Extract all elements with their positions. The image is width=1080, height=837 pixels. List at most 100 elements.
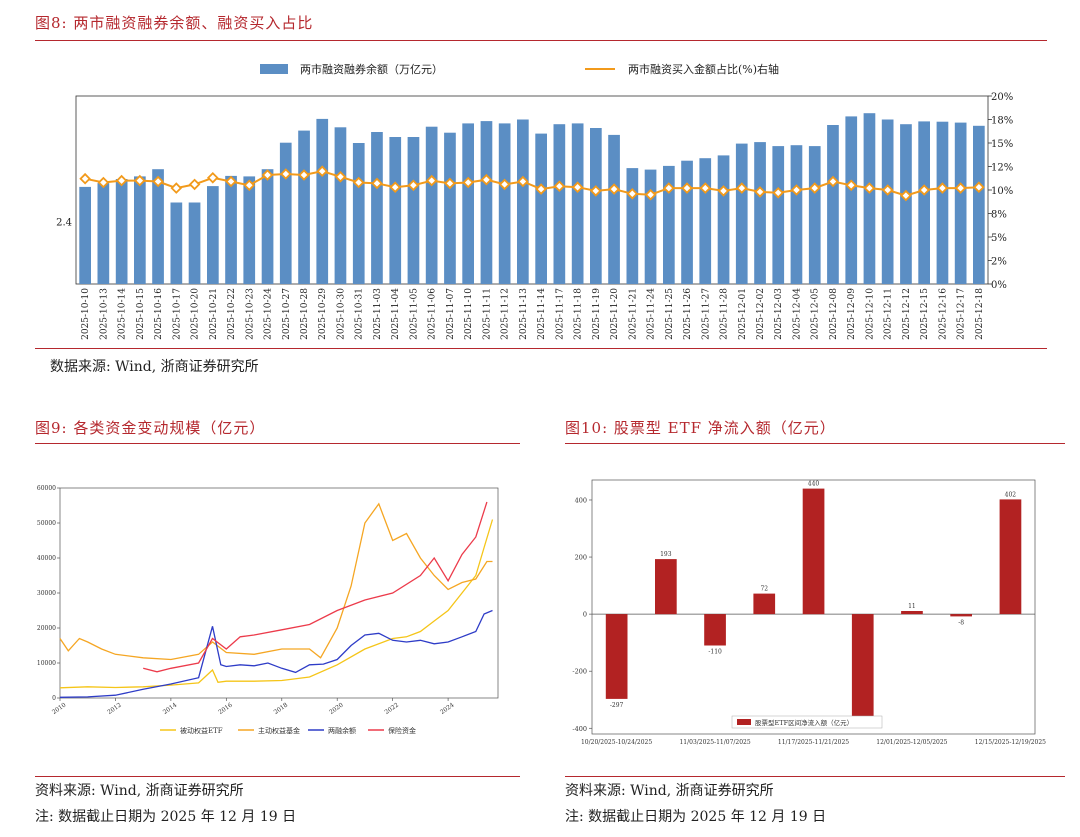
fig8-ratio-marker [462,176,474,189]
fig10-x-tick-label: 10/20/2025-10/24/2025 [581,739,652,746]
fig8-right-tick-label: 0% [991,280,1007,291]
fig8-right-tick-label: 8% [991,210,1007,221]
fig8-bar [371,132,383,284]
fig8-ratio-marker [115,174,128,187]
fig8-ratio-marker [699,182,712,194]
fig8-bar [425,126,438,284]
fig8-ratio-marker [663,182,675,194]
fig8-bar [115,179,128,284]
fig8-bar [735,143,748,284]
fig8-x-tick-label: 2025-10-31 [355,288,365,340]
fig9-series-line [143,501,488,673]
fig8-ratio-marker [480,173,493,186]
fig9-chart: 0 10000 20000 30000 40000 50000 60000 2010 2012 2… [37,485,499,735]
fig8-ratio-marker [827,175,839,188]
fig8-ratio-marker [425,174,438,187]
fig8-right-tick-label: 2% [991,257,1007,268]
fig9-y-tick-label: 40000 [37,555,56,562]
fig9-y-tick-label: 50000 [37,520,56,527]
fig10-data-label: 11 [908,603,916,610]
fig8-x-tick-label: 2025-12-05 [811,288,821,340]
fig8-ratio-marker [863,182,876,194]
fig8-x-tick-label: 2025-12-12 [902,288,912,340]
fig10-title: 图10: 股票型 ETF 净流入额（亿元） [565,419,836,437]
fig8-right-tick-label: 15% [991,139,1013,150]
fig10-x-tick-label: 12/01/2025-12/05/2025 [876,739,947,746]
fig8-bar [480,121,493,284]
fig8-ratio-marker [553,180,566,192]
fig10-data-label: 402 [1005,491,1017,498]
fig9-series-line [59,519,494,689]
fig8-bar [571,123,584,285]
fig10-bar [950,614,972,617]
fig8-x-tick-label: 2025-10-30 [337,288,347,340]
fig8-bar [845,116,858,285]
fig10-chart: -400 -200 0 200 400 -297 193 -110 72 440 11 -8 402 10… [572,479,1046,746]
fig8-bar [207,186,219,284]
fig10-y-tick-label: 0 [583,611,587,619]
fig8-legend-line-label: 两市融资买入金额占比(%)右轴 [628,62,779,76]
fig8-x-tick-label: 2025-11-13 [519,288,529,340]
fig10-bar [605,614,628,699]
fig8-x-tick-label: 2025-10-13 [99,288,109,340]
fig8-bar [261,169,274,284]
fig8-bar [863,113,876,284]
fig10-bar [655,559,677,615]
fig8-x-tick-label: 2025-11-17 [555,288,565,340]
fig8-ratio-marker [790,184,803,196]
fig10-bar [851,614,874,720]
fig9-series-line [59,609,493,698]
fig8-ratio-marker [571,181,584,193]
fig8-right-tick-label: 5% [991,233,1007,244]
fig8-ratio-marker [954,182,967,194]
fig8-right-tick-label: 10% [991,186,1013,197]
fig8-ratio-marker [188,178,201,191]
fig8-x-tick-label: 2025-10-14 [118,288,128,340]
fig8-right-tick-label: 18% [991,116,1013,127]
fig8-x-tick-label: 2025-10-16 [154,288,164,340]
fig9-legend-label: 两融余额 [328,726,356,735]
fig8-x-tick-label: 2025-11-14 [537,288,547,340]
fig8-ratio-line [84,170,979,197]
fig8-ratio-marker [936,182,949,194]
fig8-ratio-marker [644,188,657,201]
fig8-ratio-marker [170,182,183,194]
fig9-x-tick-label: 2020 [328,701,345,716]
fig8-ratio-marker [444,177,456,190]
fig8-bar [407,137,420,284]
fig8-x-tick-label: 2025-11-18 [574,288,584,340]
fig8-bar [717,155,730,284]
fig8-x-tick-label: 2025-11-19 [592,288,602,340]
fig8-x-tick-label: 2025-11-05 [409,288,419,340]
fig10-x-tick-label: 11/03/2025-11/07/2025 [679,739,750,746]
fig8-title-rule [35,40,1047,41]
fig8-bar [754,142,766,284]
fig10-title-rule [565,443,1065,444]
fig10-legend-swatch [737,719,751,725]
fig8-x-tick-label: 2025-10-27 [282,288,292,340]
fig8-ratio-marker [298,169,310,181]
fig8-ratio-marker [334,171,347,183]
fig8-bar [827,125,839,284]
fig10-source: 资料来源: Wind, 浙商证券研究所 [565,783,774,799]
fig8-bar [808,146,821,284]
fig8-bar [152,169,164,284]
fig10-bar [901,611,923,615]
fig8-bar [644,169,657,284]
fig10-data-label: 193 [660,551,672,558]
fig8-x-tick-label: 2025-11-10 [464,288,474,340]
fig9-legend-label: 保险资金 [388,726,416,735]
fig8-x-tick-label: 2025-10-28 [300,288,310,340]
fig8-source: 数据来源: Wind, 浙商证券研究所 [50,359,259,375]
fig8-bar [225,175,237,284]
fig8-ratio-marker [352,176,365,189]
fig8-x-tick-label: 2025-11-03 [373,288,383,340]
fig8-bar [973,125,985,284]
fig8-right-tick-label: 20% [991,92,1013,103]
fig8-ratio-marker [808,182,821,194]
fig8-bar [699,158,712,284]
fig8-ratio-marker [717,185,730,197]
fig8-bar [170,202,183,284]
fig8-ratio-marker [772,187,784,199]
fig8-ratio-marker [498,178,511,191]
